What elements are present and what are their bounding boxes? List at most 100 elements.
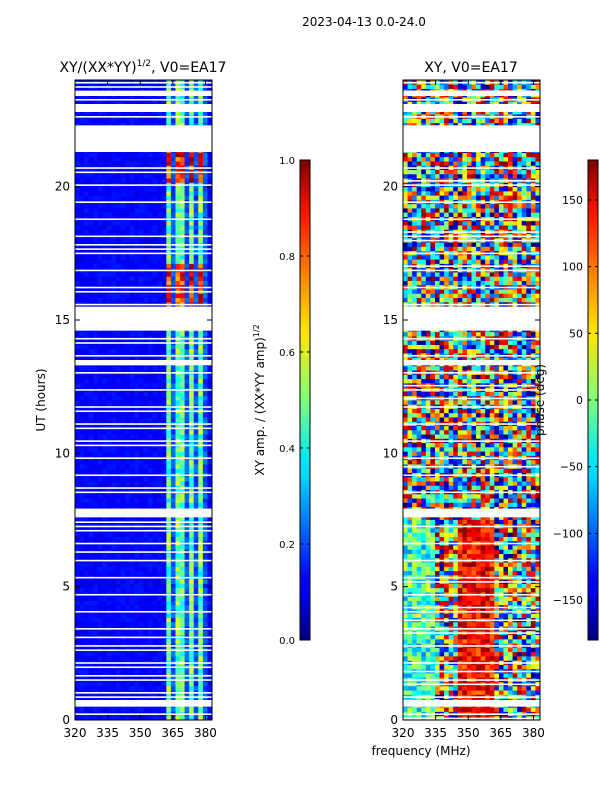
- left-title-exp: 1/2: [137, 59, 151, 69]
- heatmap-cell: [84, 395, 90, 401]
- heatmap-cell: [157, 237, 163, 243]
- heatmap-cell: [143, 357, 149, 362]
- heatmap-cell: [148, 293, 154, 298]
- heatmap-cell: [106, 604, 112, 610]
- heatmap-cell: [175, 468, 181, 473]
- heatmap-cell: [134, 229, 140, 234]
- heatmap-cell: [152, 579, 158, 584]
- heatmap-cell: [521, 707, 527, 712]
- flagged-row: [75, 649, 212, 651]
- heatmap-cell: [129, 476, 135, 482]
- heatmap-cell: [84, 378, 90, 384]
- heatmap-cell: [75, 498, 80, 503]
- heatmap-cell: [189, 156, 195, 162]
- heatmap-cell: [125, 434, 131, 439]
- heatmap-cell: [175, 161, 181, 166]
- heatmap-cell: [170, 331, 176, 337]
- heatmap-cell: [106, 254, 112, 260]
- heatmap-cell: [198, 190, 204, 196]
- heatmap-cell: [517, 673, 523, 678]
- heatmap-cell: [198, 570, 204, 576]
- heatmap-cell: [143, 178, 149, 183]
- heatmap-cell: [157, 382, 163, 388]
- heatmap-cell: [148, 101, 154, 106]
- heatmap-cell: [93, 493, 99, 499]
- heatmap-cell: [175, 417, 181, 422]
- flagged-row: [403, 683, 540, 686]
- heatmap-cell: [116, 651, 122, 657]
- heatmap-cell: [193, 481, 199, 486]
- heatmap-cell: [111, 596, 117, 601]
- colorbar-tick-label: 0.0: [279, 636, 295, 647]
- heatmap-cell: [75, 212, 80, 217]
- heatmap-cell: [102, 651, 108, 657]
- heatmap-cell: [138, 566, 144, 572]
- heatmap-cell: [180, 579, 185, 584]
- heatmap-cell: [166, 348, 172, 354]
- heatmap-cell: [138, 259, 144, 264]
- heatmap-cell: [134, 280, 140, 286]
- flagged-row: [75, 487, 212, 489]
- heatmap-cell: [180, 293, 185, 298]
- heatmap-cell: [175, 374, 181, 380]
- heatmap-cell: [152, 186, 158, 192]
- flagged-row: [75, 444, 212, 447]
- heatmap-cell: [111, 395, 117, 401]
- flagged-row: [75, 576, 212, 579]
- heatmap-cell: [161, 515, 167, 520]
- heatmap-cell: [189, 434, 195, 439]
- heatmap-cell: [148, 417, 154, 422]
- heatmap-cell: [129, 391, 135, 397]
- heatmap-cell: [134, 344, 140, 350]
- heatmap-cell: [184, 604, 190, 610]
- heatmap-cell: [170, 225, 176, 230]
- heatmap-cell: [184, 656, 190, 661]
- heatmap-cell: [207, 579, 212, 584]
- heatmap-cell: [125, 109, 131, 115]
- heatmap-cell: [184, 587, 190, 593]
- heatmap-cell: [143, 272, 149, 277]
- heatmap-cell: [138, 412, 144, 418]
- heatmap-cell: [184, 225, 190, 230]
- heatmap-cell: [207, 434, 212, 439]
- heatmap-cell: [106, 173, 112, 179]
- heatmap-cell: [170, 651, 176, 657]
- heatmap-cell: [161, 395, 167, 401]
- heatmap-cell: [116, 173, 122, 179]
- heatmap-cell: [157, 297, 163, 303]
- heatmap-cell: [180, 378, 185, 384]
- heatmap-cell: [175, 229, 181, 234]
- heatmap-cell: [175, 357, 181, 362]
- heatmap-cell: [193, 293, 199, 298]
- heatmap-cell: [166, 203, 172, 209]
- heatmap-cell: [125, 566, 131, 572]
- heatmap-cell: [412, 673, 418, 678]
- heatmap-cell: [189, 220, 195, 226]
- heatmap-cell: [97, 391, 103, 397]
- heatmap-cell: [198, 545, 204, 550]
- left-colorbar-bar: [299, 159, 311, 641]
- heatmap-cell: [102, 220, 108, 226]
- flagged-row: [75, 593, 212, 596]
- heatmap-cell: [134, 707, 140, 712]
- left-colorbar-label-exp: 1/2: [252, 324, 261, 337]
- heatmap-cell: [106, 220, 112, 226]
- heatmap-cell: [138, 656, 144, 661]
- heatmap-cell: [166, 536, 172, 542]
- heatmap-cell: [75, 254, 80, 260]
- heatmap-cell: [88, 400, 94, 405]
- heatmap-cell: [120, 186, 126, 192]
- heatmap-cell: [157, 570, 163, 576]
- heatmap-cell: [184, 357, 190, 362]
- heatmap-cell: [111, 536, 117, 542]
- heatmap-cell: [102, 212, 108, 217]
- heatmap-cell: [175, 613, 181, 618]
- heatmap-cell: [193, 681, 199, 687]
- left-colorbar-ticks: 0.00.20.40.60.81.0: [279, 156, 310, 647]
- heatmap-cell: [207, 681, 212, 687]
- heatmap-cell: [175, 570, 181, 576]
- heatmap-cell: [180, 715, 185, 720]
- heatmap-cell: [170, 579, 176, 584]
- heatmap-cell: [120, 656, 126, 661]
- heatmap-cell: [152, 545, 158, 550]
